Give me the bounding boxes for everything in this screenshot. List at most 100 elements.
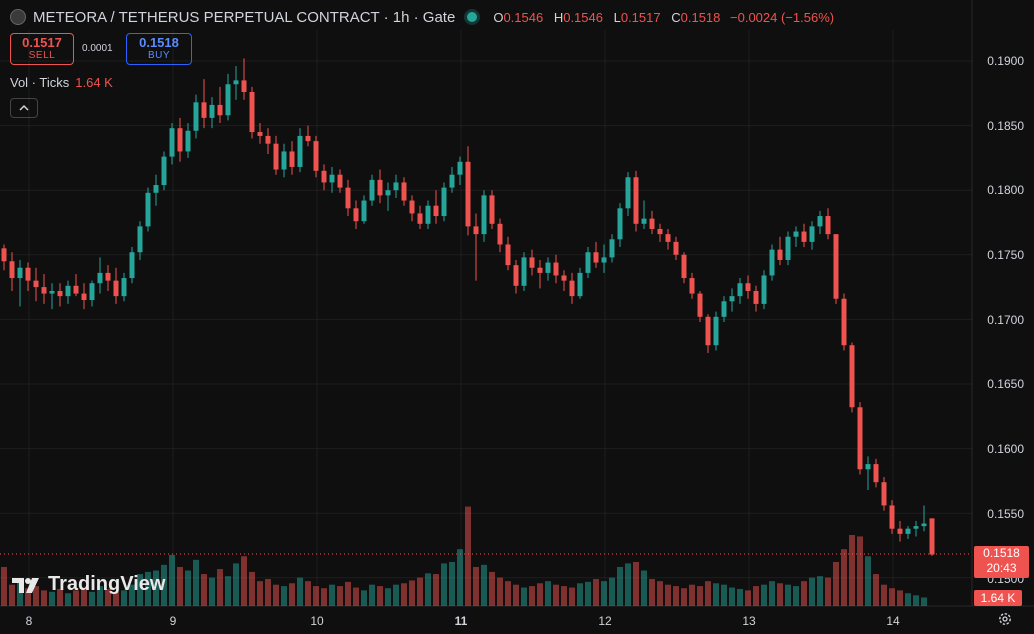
volume-bar: [57, 588, 63, 606]
price-scale-label: 0.1600: [987, 442, 1024, 456]
candle-body: [209, 104, 215, 118]
candle: [689, 272, 695, 299]
market-status-icon[interactable]: [467, 12, 478, 22]
candle: [745, 275, 751, 299]
candle: [321, 164, 327, 191]
candle-body: [449, 174, 455, 188]
volume-bar: [393, 584, 399, 606]
collapse-legend-button[interactable]: [10, 98, 38, 118]
candle: [449, 166, 455, 193]
candle: [465, 146, 471, 236]
volume-legend[interactable]: Vol · Ticks 1.64 K: [10, 75, 113, 90]
time-scale-label: 13: [742, 614, 756, 628]
volume-bar: [705, 581, 711, 606]
candle: [753, 285, 759, 312]
candle: [401, 177, 407, 206]
candle: [257, 123, 263, 144]
candle: [209, 97, 215, 129]
volume-legend-label: Vol · Ticks: [10, 75, 70, 90]
candle: [793, 226, 799, 248]
volume-bar: [73, 590, 79, 606]
volume-bar: [313, 586, 319, 606]
candle: [65, 280, 71, 304]
volume-bar: [185, 570, 191, 606]
candle-body: [353, 208, 359, 222]
candle-body: [849, 345, 855, 408]
volume-bar: [9, 584, 15, 606]
symbol-title[interactable]: METEORA / TETHERUS PERPETUAL CONTRACT · …: [33, 8, 456, 26]
candle-body: [185, 130, 191, 152]
candle: [9, 252, 15, 291]
candle-body: [49, 290, 55, 294]
candle-body: [841, 298, 847, 346]
candle-body: [161, 156, 167, 186]
sell-price: 0.1517: [22, 35, 62, 50]
candle-body: [305, 135, 311, 142]
volume-bar: [569, 587, 575, 606]
volume-bar: [177, 566, 183, 606]
candle: [721, 296, 727, 322]
candle: [409, 195, 415, 222]
candle-body: [505, 244, 511, 266]
gear-icon[interactable]: [997, 611, 1013, 627]
candle: [281, 143, 287, 178]
candle: [497, 218, 503, 253]
last-price-tag: 0.1518 20:43: [974, 546, 1029, 578]
volume-bar: [857, 536, 863, 606]
volume-bar: [481, 564, 487, 606]
candle-body: [761, 275, 767, 304]
chart-header: METEORA / TETHERUS PERPETUAL CONTRACT · …: [10, 7, 834, 27]
candle: [489, 190, 495, 229]
volume-bar: [1, 566, 7, 606]
candle-body: [145, 192, 151, 227]
candle: [177, 117, 183, 162]
volume-bar: [785, 584, 791, 606]
candle-body: [1, 248, 7, 262]
candle: [729, 288, 735, 312]
candle-body: [41, 287, 47, 294]
volume-bar: [241, 556, 247, 606]
candle: [305, 125, 311, 147]
volume-bar: [273, 584, 279, 606]
candle: [129, 247, 135, 284]
volume-bar: [593, 579, 599, 606]
candle: [385, 182, 391, 211]
candle-body: [441, 187, 447, 217]
candle-body: [81, 293, 87, 301]
candle-body: [249, 92, 255, 133]
volume-bar: [657, 581, 663, 606]
volume-bar: [201, 574, 207, 606]
candle-body: [153, 185, 159, 193]
sell-button[interactable]: 0.1517 SELL: [10, 33, 74, 65]
ohlc-high-value: 0.1546: [563, 9, 603, 25]
candle-body: [529, 257, 535, 268]
candle: [553, 254, 559, 284]
volume-bar: [161, 564, 167, 606]
candle-body: [321, 170, 327, 183]
candle: [849, 342, 855, 413]
volume-bar: [697, 586, 703, 606]
volume-bar: [409, 580, 415, 606]
tradingview-logo[interactable]: TradingView: [12, 573, 165, 596]
volume-bar: [537, 583, 543, 606]
time-scale-label: 9: [169, 614, 177, 628]
candle-body: [585, 252, 591, 273]
candle-body: [273, 143, 279, 170]
candle: [481, 190, 487, 242]
volume-bar: [793, 586, 799, 606]
buy-button[interactable]: 0.1518 BUY: [126, 33, 192, 65]
candle-body: [641, 218, 647, 224]
volume-bar: [777, 583, 783, 606]
candle-body: [921, 523, 927, 527]
candle: [713, 311, 719, 351]
volume-bar: [681, 588, 687, 606]
volume-bar: [289, 583, 295, 606]
candle: [889, 500, 895, 534]
candle: [601, 244, 607, 273]
candle: [641, 200, 647, 229]
candle-body: [817, 216, 823, 227]
volume-bar: [641, 570, 647, 606]
candle-body: [689, 278, 695, 294]
candle: [225, 73, 231, 121]
